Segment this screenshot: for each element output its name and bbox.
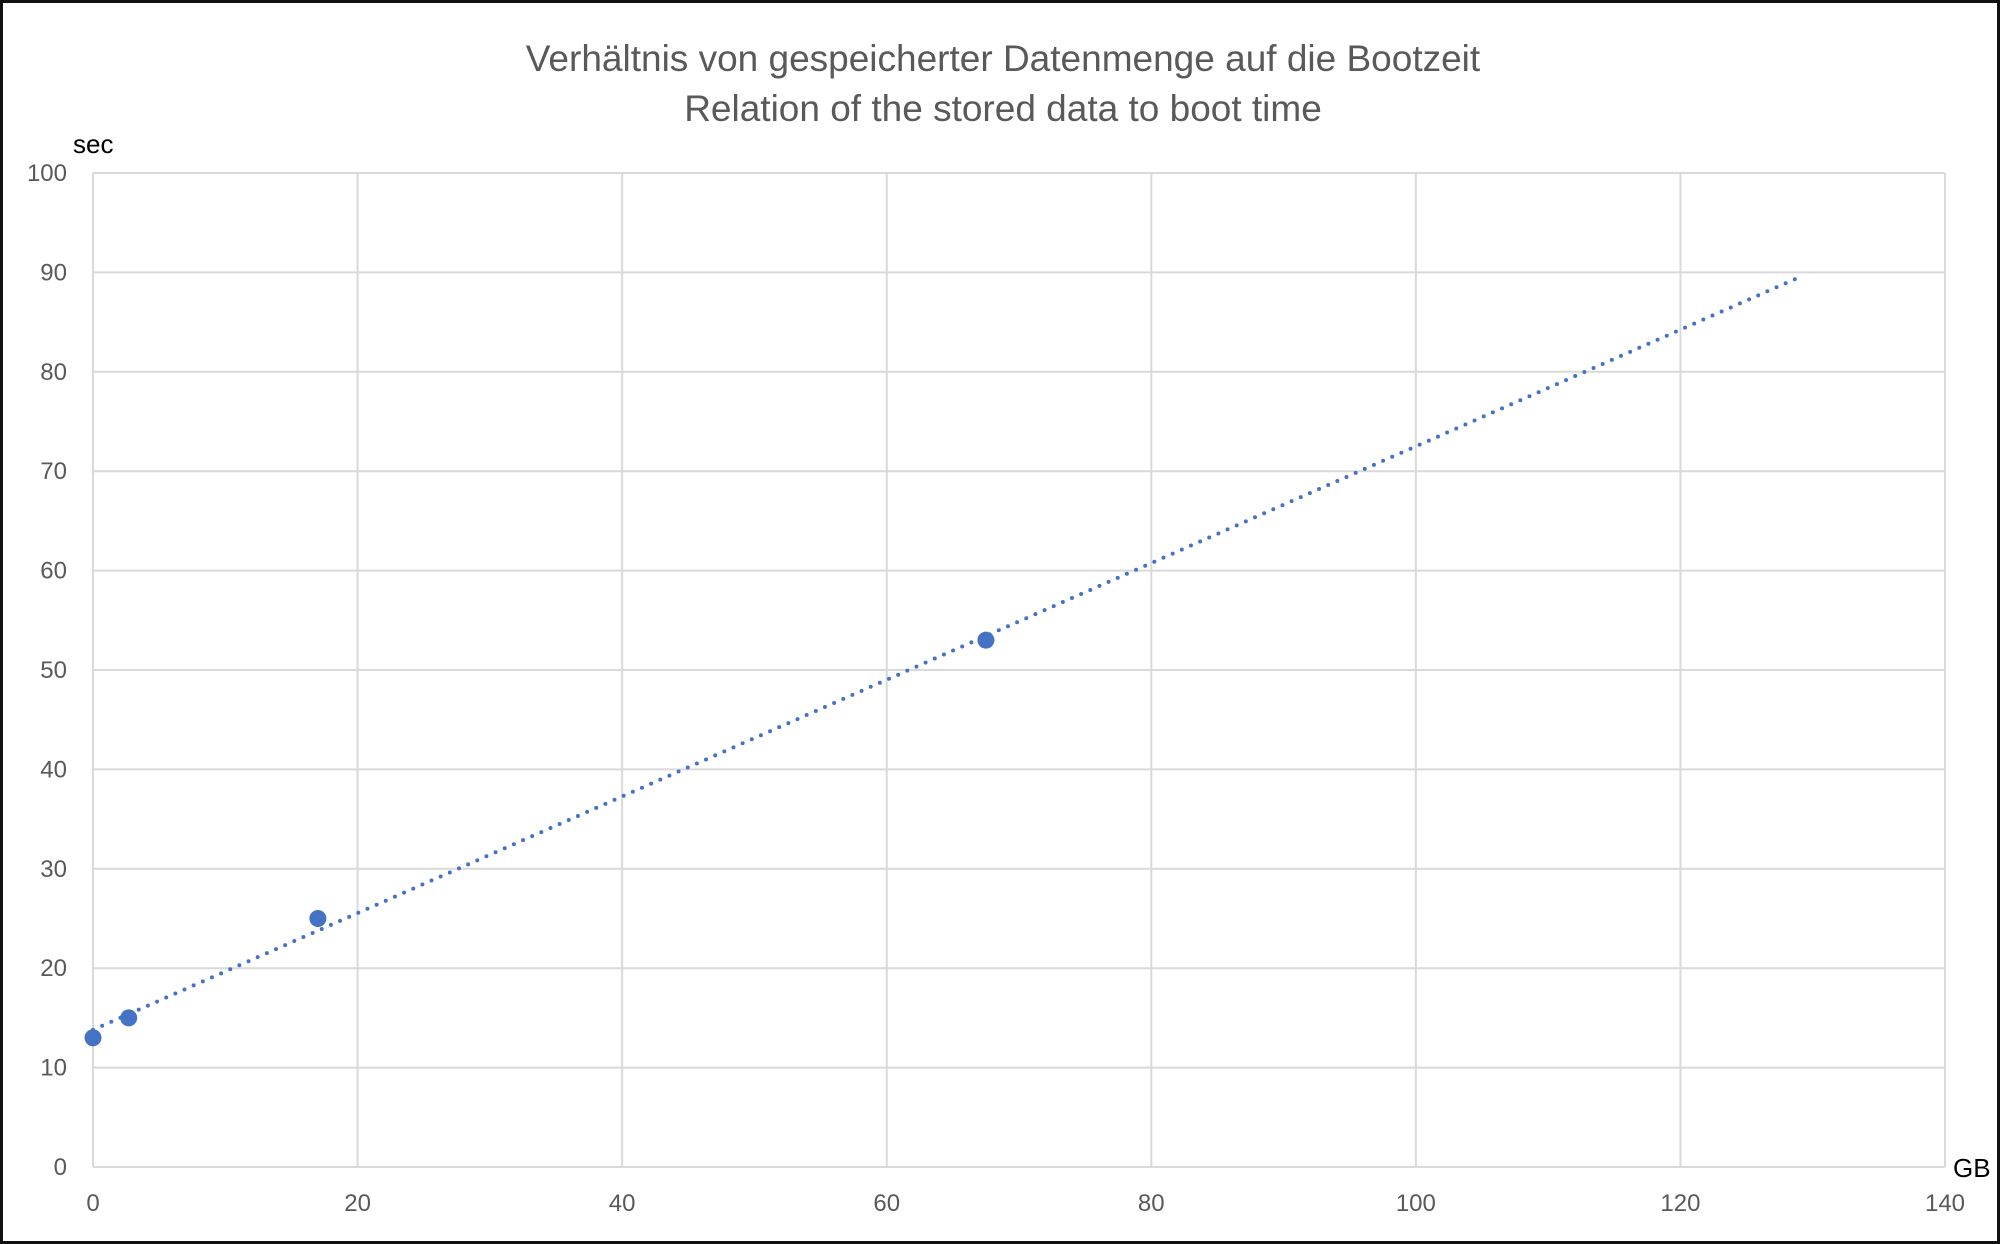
data-point xyxy=(309,910,327,927)
x-tick-label: 20 xyxy=(344,1190,371,1217)
x-axis-label: GB xyxy=(1953,1153,1991,1183)
y-tick-label: 70 xyxy=(40,458,67,485)
y-tick-label: 40 xyxy=(40,756,67,783)
scatter-chart: Verhältnis von gespeicherter Datenmenge … xyxy=(27,38,1991,1217)
x-tick-label: 140 xyxy=(1925,1190,1965,1217)
x-tick-label: 60 xyxy=(873,1190,900,1217)
y-tick-label: 90 xyxy=(40,259,67,286)
x-tick-label: 0 xyxy=(86,1190,99,1217)
x-tick-label: 100 xyxy=(1396,1190,1436,1217)
chart-title-line-1: Verhältnis von gespeicherter Datenmenge … xyxy=(526,38,1481,79)
y-tick-label: 30 xyxy=(40,856,67,883)
y-axis-label: sec xyxy=(73,129,113,159)
y-tick-label: 20 xyxy=(40,955,67,982)
data-point xyxy=(84,1029,102,1047)
x-tick-label: 40 xyxy=(609,1190,636,1217)
y-tick-label: 0 xyxy=(54,1154,67,1181)
data-point xyxy=(977,631,995,649)
y-tick-label: 80 xyxy=(40,359,67,386)
y-tick-label: 100 xyxy=(27,160,67,187)
data-point xyxy=(120,1009,138,1027)
trendline xyxy=(91,275,1802,1032)
y-tick-label: 60 xyxy=(40,558,67,585)
chart-title-line-2: Relation of the stored data to boot time xyxy=(684,88,1322,129)
y-tick-label: 50 xyxy=(40,657,67,684)
x-tick-label: 80 xyxy=(1138,1190,1165,1217)
y-tick-label: 10 xyxy=(40,1055,67,1082)
x-tick-label: 120 xyxy=(1660,1190,1700,1217)
